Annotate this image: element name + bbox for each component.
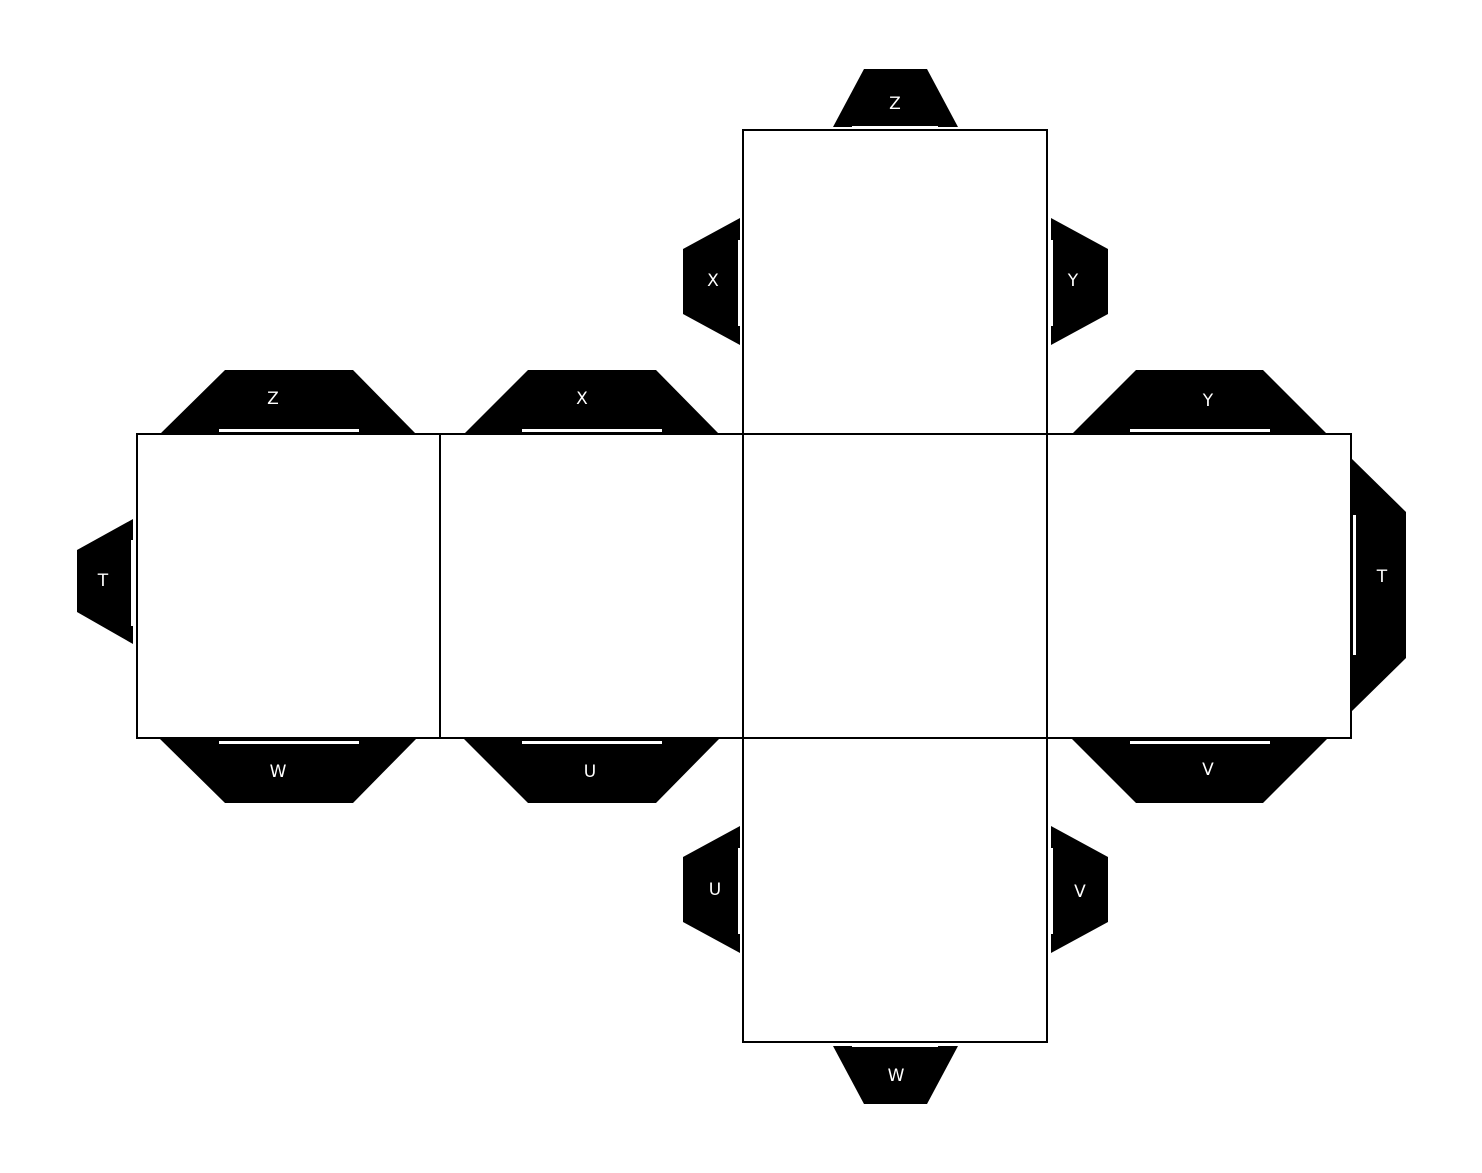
face-center bbox=[742, 433, 1048, 739]
tab-label-far-left-face-top: Z bbox=[267, 389, 279, 409]
tab-bottom-face-left: U bbox=[683, 826, 741, 953]
tab-label-top-face-right: Y bbox=[1067, 271, 1079, 291]
face-far-left bbox=[136, 433, 441, 739]
tab-label-bottom-face-bottom: W bbox=[888, 1066, 905, 1086]
tab-label-top-face-left: X bbox=[707, 271, 719, 291]
tab-label-bottom-face-right: V bbox=[1074, 882, 1086, 902]
tab-left-face-bottom: U bbox=[464, 739, 719, 803]
face-left bbox=[439, 433, 744, 739]
tab-right-face-right: T bbox=[1351, 458, 1406, 712]
face-top bbox=[742, 129, 1048, 435]
tab-label-right-face-right: T bbox=[1376, 567, 1388, 587]
tab-label-left-face-top: X bbox=[576, 389, 588, 409]
tab-label-right-face-top: Y bbox=[1202, 391, 1214, 411]
tab-label-bottom-face-left: U bbox=[709, 880, 721, 900]
face-bottom bbox=[742, 737, 1048, 1043]
tab-bottom-face-right: V bbox=[1050, 826, 1108, 953]
tab-right-face-bottom: V bbox=[1072, 739, 1327, 803]
tab-label-right-face-bottom: V bbox=[1202, 760, 1214, 780]
tab-label-far-left-face-left: T bbox=[97, 571, 109, 591]
tab-top-face-right: Y bbox=[1050, 218, 1108, 345]
tab-top-face-top: Z bbox=[833, 69, 958, 129]
tab-top-face-left: X bbox=[683, 218, 741, 345]
tab-label-top-face-top: Z bbox=[889, 94, 901, 114]
tab-bottom-face-bottom: W bbox=[833, 1044, 958, 1104]
tab-far-left-face-left: T bbox=[77, 519, 134, 644]
tab-far-left-face-top: Z bbox=[160, 370, 416, 434]
tab-right-face-top: Y bbox=[1072, 370, 1327, 434]
tab-label-left-face-bottom: U bbox=[584, 762, 596, 782]
face-right bbox=[1046, 433, 1352, 739]
tab-label-far-left-face-bottom: W bbox=[270, 762, 287, 782]
tab-far-left-face-bottom: W bbox=[160, 739, 416, 803]
tab-left-face-top: X bbox=[464, 370, 719, 434]
